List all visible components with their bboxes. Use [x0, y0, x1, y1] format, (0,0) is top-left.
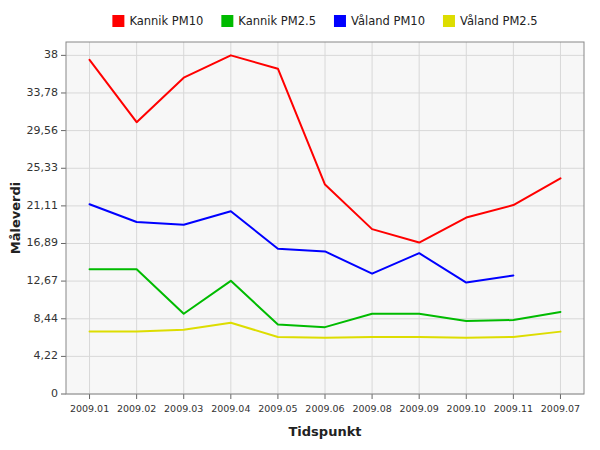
plot-frame [66, 42, 584, 394]
tick-mark [61, 130, 66, 131]
series-lines [90, 55, 561, 337]
legend-item: Kannik PM2.5 [221, 14, 316, 28]
tick-mark [61, 55, 66, 56]
y-tick-label: 33,78 [27, 86, 59, 99]
x-tick-label: 2009.06 [305, 403, 344, 414]
tick-mark [61, 356, 66, 357]
series-line [90, 323, 561, 338]
y-tick-label: 29,56 [27, 124, 59, 137]
x-tick-label: 2009.11 [494, 403, 533, 414]
y-tick-label: 0 [51, 387, 58, 400]
y-tick-label: 21,11 [27, 199, 59, 212]
tick-mark [61, 168, 66, 169]
legend-label: Våland PM10 [351, 14, 425, 28]
series-line [90, 269, 561, 327]
tick-mark [230, 394, 231, 399]
grid-line [183, 42, 184, 394]
tick-mark [61, 205, 66, 206]
grid-line [325, 42, 326, 394]
y-tick-label: 16,89 [27, 236, 59, 249]
series-line [90, 204, 514, 282]
tick-mark [61, 394, 66, 395]
grid [66, 42, 584, 394]
x-tick-label: 2009.05 [258, 403, 297, 414]
grid-line [136, 42, 137, 394]
grid-line [419, 42, 420, 394]
x-tick-label: 2009.08 [352, 403, 391, 414]
x-tick-label: 2009.01 [70, 403, 109, 414]
grid-line [230, 42, 231, 394]
tick-mark [61, 318, 66, 319]
tick-mark [183, 394, 184, 399]
legend-swatch [443, 15, 455, 27]
x-tick-label: 2009.10 [447, 403, 486, 414]
tick-mark [89, 394, 90, 399]
y-tick-label: 8,44 [34, 312, 59, 325]
legend-swatch [112, 15, 124, 27]
x-axis-title: Tidspunkt [288, 424, 361, 439]
legend-label: Våland PM2.5 [460, 14, 538, 28]
legend-item: Våland PM10 [334, 14, 425, 28]
y-tick-label: 38 [44, 48, 58, 61]
legend-label: Kannik PM2.5 [238, 14, 316, 28]
chart: 0 4,22 8,44 12,67 16,89 21,11 25,33 29,56 33,78 3… [0, 0, 600, 450]
plot-area [66, 42, 584, 394]
tick-mark [61, 243, 66, 244]
legend-swatch [221, 15, 233, 27]
legend-item: Våland PM2.5 [443, 14, 538, 28]
tick-mark [466, 394, 467, 399]
grid-line [277, 42, 278, 394]
tick-mark [61, 281, 66, 282]
series-line [90, 55, 561, 242]
x-tick-label: 2009.09 [400, 403, 439, 414]
tick-mark [560, 394, 561, 399]
axes: 0 4,22 8,44 12,67 16,89 21,11 25,33 29,56 33,78 3… [27, 42, 585, 414]
legend-label: Kannik PM10 [129, 14, 203, 28]
tick-mark [325, 394, 326, 399]
x-tick-label: 2009.02 [117, 403, 156, 414]
grid-line [89, 42, 90, 394]
tick-mark [372, 394, 373, 399]
grid-line [372, 42, 373, 394]
legend: Kannik PM10 Kannik PM2.5 Våland PM10 Våland… [112, 14, 537, 28]
legend-swatch [334, 15, 346, 27]
tick-mark [419, 394, 420, 399]
y-axis-title: Måleverdi [8, 182, 23, 254]
y-tick-label: 12,67 [27, 274, 59, 287]
tick-mark [277, 394, 278, 399]
tick-mark [513, 394, 514, 399]
tick-mark [136, 394, 137, 399]
y-tick-label: 25,33 [27, 161, 59, 174]
tick-mark [61, 92, 66, 93]
legend-item: Kannik PM10 [112, 14, 203, 28]
grid-line [560, 42, 561, 394]
x-tick-label: 2009.03 [164, 403, 203, 414]
y-tick-label: 4,22 [34, 349, 59, 362]
x-tick-label: 2009.07 [541, 403, 580, 414]
grid-line [513, 42, 514, 394]
x-tick-label: 2009.04 [211, 403, 250, 414]
